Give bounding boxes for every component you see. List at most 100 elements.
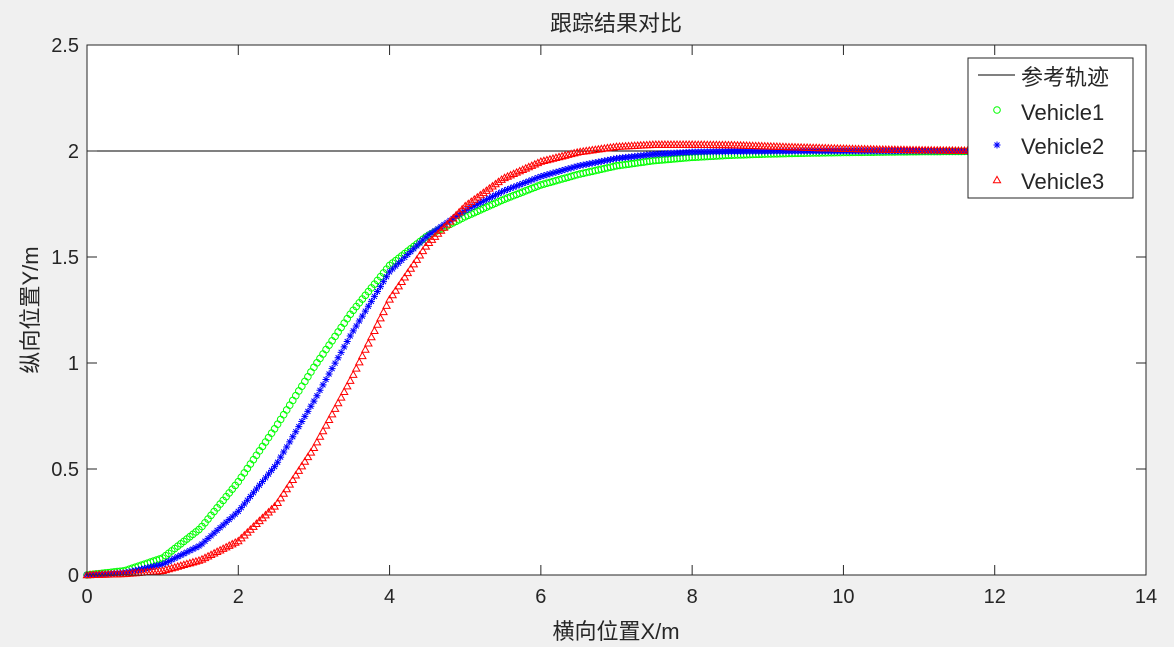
data-point-3	[315, 431, 325, 440]
data-point-2	[591, 159, 599, 167]
data-point-3	[487, 181, 497, 190]
data-point-2	[192, 544, 200, 552]
data-point-2	[349, 327, 357, 335]
data-point-2	[585, 160, 593, 168]
data-point-3	[327, 409, 337, 418]
data-point-2	[147, 563, 155, 571]
data-point-2	[153, 562, 161, 570]
data-point-3	[336, 392, 346, 401]
data-point-2	[168, 556, 176, 564]
data-point-2	[352, 322, 360, 330]
data-point-2	[488, 193, 496, 201]
data-point-2	[422, 233, 430, 241]
data-point-3	[318, 426, 328, 435]
data-point-2	[358, 312, 366, 320]
data-point-2	[373, 288, 381, 296]
data-point-3	[200, 553, 210, 562]
data-point-3	[373, 319, 382, 328]
data-point-3	[536, 156, 546, 165]
y-tick-label: 2	[68, 141, 79, 163]
data-point-3	[506, 170, 516, 179]
data-point-2	[189, 545, 197, 553]
data-point-2	[401, 253, 409, 261]
data-point-3	[182, 559, 192, 568]
data-point-3	[391, 285, 401, 294]
data-point-2	[510, 183, 518, 191]
data-point-2	[252, 485, 260, 493]
data-point-2	[504, 185, 512, 193]
data-point-2	[231, 510, 239, 518]
data-point-2	[183, 548, 191, 556]
data-point-2	[346, 332, 354, 340]
data-point-2	[186, 547, 194, 555]
data-point-2	[519, 180, 527, 188]
data-point-3	[176, 561, 186, 569]
data-point-2	[334, 354, 342, 362]
data-point-3	[512, 167, 522, 176]
data-point-2	[289, 433, 297, 441]
data-point-3	[360, 344, 370, 353]
data-point-2	[255, 481, 263, 489]
legend-label-vehicle2: Vehicle2	[1021, 134, 1104, 159]
legend-marker-1	[993, 106, 1001, 114]
x-tick-label: 10	[832, 586, 854, 608]
data-point-2	[180, 550, 188, 558]
data-point-3	[524, 162, 534, 171]
data-point-2	[271, 463, 279, 471]
legend-label-reference: 参考轨迹	[1021, 65, 1109, 90]
data-point-2	[125, 568, 133, 576]
data-point-2	[552, 168, 560, 176]
data-point-3	[348, 370, 358, 378]
data-point-3	[403, 268, 413, 277]
data-point-2	[609, 155, 617, 163]
data-point-3	[478, 188, 488, 197]
data-point-3	[191, 556, 201, 565]
data-point-2	[177, 551, 185, 559]
data-point-2	[165, 557, 173, 565]
data-point-3	[188, 557, 198, 566]
data-point-2	[295, 423, 303, 431]
data-point-2	[485, 194, 493, 202]
data-point-3	[270, 501, 280, 510]
data-point-3	[330, 404, 340, 412]
data-point-3	[203, 551, 213, 560]
data-point-3	[394, 281, 404, 290]
data-point-3	[484, 183, 494, 192]
chart-title: 跟踪结果对比	[550, 11, 682, 36]
axes-layer: 0 2 4 6 8 10 12 14 0 0.5 1 1.5 2 2.5	[51, 35, 1157, 608]
data-point-3	[230, 537, 240, 546]
data-point-2	[501, 187, 509, 195]
data-point-3	[333, 398, 343, 407]
data-point-3	[321, 420, 331, 429]
data-point-3	[342, 381, 352, 390]
data-point-3	[164, 564, 174, 573]
data-point-3	[545, 154, 555, 163]
data-point-2	[361, 307, 369, 315]
data-point-2	[237, 504, 245, 512]
data-point-3	[300, 456, 310, 465]
data-point-3	[339, 387, 349, 396]
data-point-2	[558, 167, 566, 175]
data-point-3	[288, 475, 298, 484]
data-point-3	[194, 555, 204, 564]
data-point-3	[388, 290, 398, 299]
data-point-2	[171, 554, 179, 562]
legend-box	[967, 57, 1134, 199]
data-point-2	[301, 412, 309, 420]
data-point-2	[343, 337, 351, 345]
data-point-3	[472, 192, 482, 201]
data-point-2	[222, 518, 230, 526]
data-point-2	[340, 343, 348, 351]
data-point-2	[449, 215, 457, 223]
data-point-2	[534, 174, 542, 182]
data-point-2	[395, 259, 403, 267]
data-point-2	[150, 562, 158, 570]
data-point-3	[530, 159, 540, 168]
x-tick-label: 2	[233, 586, 244, 608]
data-point-3	[475, 190, 485, 199]
data-point-2	[277, 453, 285, 461]
data-point-2	[292, 428, 300, 436]
data-point-3	[309, 443, 319, 451]
data-point-3	[218, 544, 228, 552]
